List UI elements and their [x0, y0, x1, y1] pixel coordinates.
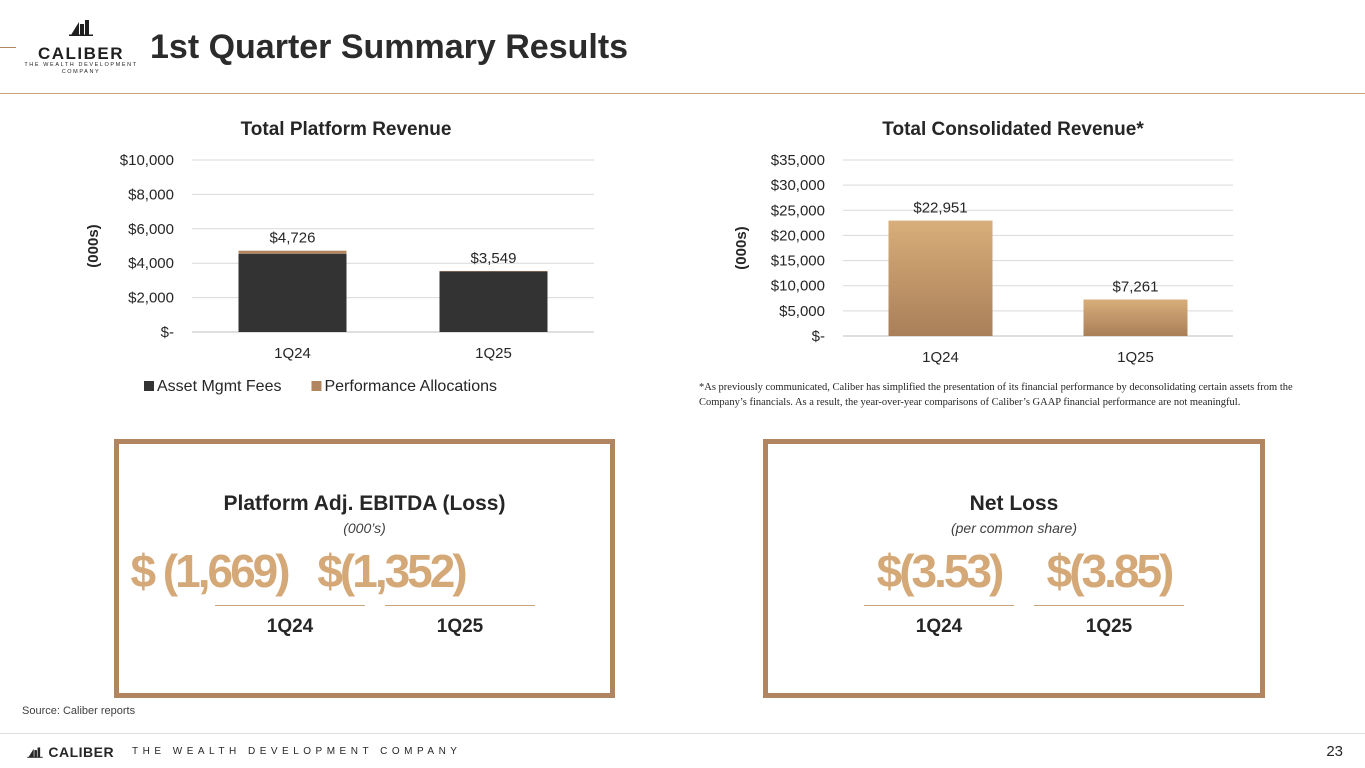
- y-tick-label: $20,000: [771, 227, 825, 244]
- platform-revenue-chart: $- $2,000 $4,000 $6,000 $8,000 $10,000 (000s) $…: [85, 152, 594, 395]
- data-label: $3,549: [471, 250, 517, 267]
- caliber-logo: CALIBER THE WEALTH DEVELOPMENT COMPANY: [22, 18, 140, 75]
- net-loss-value-1q24: $(3.53): [876, 545, 1005, 597]
- data-label: $4,726: [270, 230, 316, 247]
- x-tick-label: 1Q25: [475, 345, 512, 362]
- bar-1q24-asset-mgmt-fees: [238, 253, 347, 332]
- footer-building-icon: [27, 747, 43, 758]
- ebitda-underline-1q25: [385, 605, 535, 606]
- footer-logo-word: CALIBER: [48, 744, 115, 760]
- y-axis-label: (000s): [85, 224, 102, 267]
- header-divider: [0, 93, 1365, 94]
- legend-swatch: [311, 381, 322, 391]
- y-tick-label: $35,000: [771, 152, 825, 169]
- logo-wordmark: CALIBER: [37, 44, 125, 63]
- net-loss-value-1q25: $(3.85): [1046, 545, 1175, 597]
- legend-swatch: [144, 381, 154, 391]
- page-title: 1st Quarter Summary Results: [150, 28, 629, 66]
- y-tick-label: $15,000: [771, 253, 825, 270]
- ebitda-underline-1q24: [215, 605, 365, 606]
- y-tick-label: $-: [161, 324, 174, 341]
- header-accent-rule: [0, 47, 16, 48]
- y-tick-label: $-: [812, 328, 825, 345]
- footer-divider: [0, 733, 1365, 734]
- legend-label: Performance Allocations: [324, 378, 497, 395]
- y-tick-label: $5,000: [779, 303, 825, 320]
- bar-1q24-performance-allocations: [238, 250, 347, 254]
- ebitda-card: Platform Adj. EBITDA (Loss) (000’s) $ (1…: [114, 439, 615, 698]
- bar-1q25-asset-mgmt-fees: [439, 271, 548, 332]
- ebitda-value-1q25: $(1,352): [317, 545, 467, 597]
- y-tick-label: $10,000: [771, 278, 825, 295]
- net-loss-subtitle: (per common share): [950, 520, 1078, 536]
- ebitda-period-1q25: 1Q25: [436, 616, 484, 637]
- x-tick-label: 1Q24: [274, 345, 311, 362]
- logo-tagline: THE WEALTH DEVELOPMENT COMPANY: [24, 62, 138, 75]
- net-loss-title: Net Loss: [969, 492, 1059, 515]
- consolidated-revenue-chart: $- $5,000 $10,000 $15,000 $20,000 $25,000 $30,…: [733, 152, 1233, 366]
- net-loss-period-1q25: 1Q25: [1085, 616, 1133, 637]
- y-tick-label: $30,000: [771, 177, 825, 194]
- y-tick-label: $8,000: [128, 186, 174, 203]
- x-tick-label: 1Q25: [1117, 349, 1154, 366]
- bar-1q25-total-consolidated-revenue: [1083, 299, 1188, 336]
- page-number: 23: [1326, 743, 1343, 760]
- ebitda-period-1q24: 1Q24: [266, 616, 314, 637]
- y-tick-label: $6,000: [128, 221, 174, 238]
- net-loss-period-1q24: 1Q24: [915, 616, 963, 637]
- ebitda-subtitle: (000’s): [343, 520, 386, 536]
- building-icon: [69, 20, 93, 36]
- ebitda-value-1q24: $ (1,669): [130, 545, 290, 597]
- chart2-title: Total Consolidated Revenue*: [882, 119, 1144, 140]
- footer-logo: CALIBER: [26, 744, 114, 760]
- y-tick-label: $4,000: [128, 255, 174, 272]
- y-axis-label: (000s): [733, 226, 750, 269]
- chart1-title: Total Platform Revenue: [240, 119, 452, 140]
- data-label: $7,261: [1113, 278, 1159, 295]
- ebitda-title: Platform Adj. EBITDA (Loss): [223, 492, 506, 515]
- net-loss-underline-1q25: [1034, 605, 1184, 606]
- bar-1q24-total-consolidated-revenue: [888, 220, 993, 336]
- source-note: Source: Caliber reports: [22, 705, 136, 717]
- net-loss-underline-1q24: [864, 605, 1014, 606]
- y-tick-label: $25,000: [771, 202, 825, 219]
- x-tick-label: 1Q24: [922, 349, 959, 366]
- y-tick-label: $10,000: [120, 152, 174, 169]
- footer-tagline: THE WEALTH DEVELOPMENT COMPANY: [132, 746, 462, 757]
- net-loss-card: Net Loss (per common share) $(3.53) $(3.…: [763, 439, 1265, 698]
- data-label: $22,951: [913, 200, 967, 217]
- footnote: *As previously communicated, Caliber has…: [699, 382, 1293, 408]
- y-tick-label: $2,000: [128, 290, 174, 307]
- legend-label: Asset Mgmt Fees: [157, 378, 281, 395]
